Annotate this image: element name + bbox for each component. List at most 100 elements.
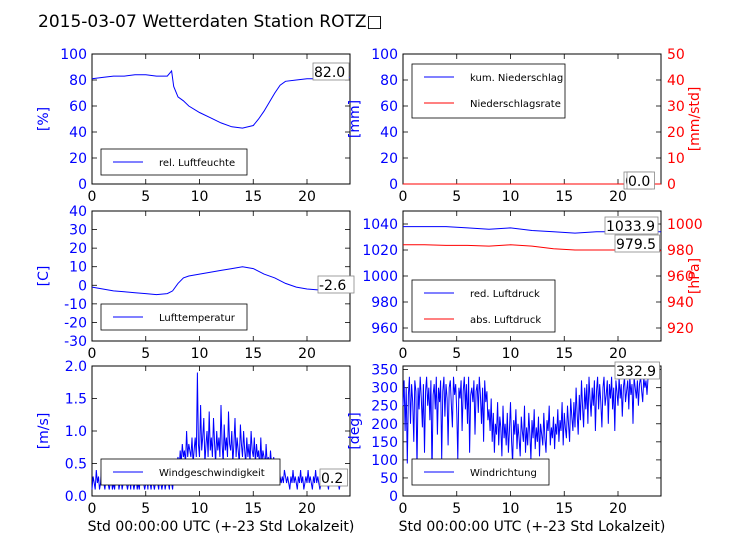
x-axis-label: Std 00:00:00 UTC (+-23 Std Lokalzeit) — [399, 519, 666, 535]
x-tick-label: 0 — [399, 501, 408, 517]
y-tick-label: 150 — [371, 435, 398, 451]
current-value: 0.0 — [628, 174, 650, 190]
x-tick-label: 10 — [502, 501, 520, 517]
y-tick-label: 40 — [69, 125, 87, 141]
legend: Windrichtung — [411, 458, 550, 486]
y2-tick-label: 40 — [667, 73, 685, 89]
current-value-box — [626, 171, 655, 190]
x-tick-label: 0 — [88, 501, 97, 517]
panel-humidity: 0 5 10 15 20 0 20 40 60 80 100 [%] rel. Luftfeuchte 8… — [36, 47, 351, 205]
x-tick-label: 0 — [88, 189, 97, 205]
y-tick-label: 60 — [69, 99, 87, 115]
x-tick-label: 5 — [141, 346, 150, 362]
y-tick-label: 250 — [371, 399, 398, 415]
y-tick-label: 20 — [69, 151, 87, 167]
y-tick-label: 0 — [78, 177, 87, 193]
y-tick-label: 300 — [371, 381, 398, 397]
y-tick-label: 20 — [380, 151, 398, 167]
legend-box — [100, 148, 248, 176]
current-value-box — [614, 361, 660, 380]
y-tick-label: 2.0 — [65, 359, 87, 375]
y-tick-label: 60 — [380, 99, 398, 115]
y2-tick-label: 0 — [667, 177, 676, 193]
y-axis-label: [deg] — [347, 412, 363, 449]
panel-pressure: 0 5 10 15 20 960 980 1000 1020 1040 920 940 960 980 10… — [362, 210, 703, 362]
y-tick-label: 1040 — [362, 217, 398, 233]
y-tick-label: 20 — [69, 241, 87, 257]
series-line-rel-luftfeuchte — [91, 69, 350, 129]
x-tick-label: 20 — [298, 501, 316, 517]
x-axis-label: Std 00:00:00 UTC (+-23 Std Lokalzeit) — [88, 519, 355, 535]
legend: kum. Niederschlag Niederschlagsrate — [411, 63, 566, 119]
x-tick-label: 5 — [141, 189, 150, 205]
y-tick-label: 0 — [389, 489, 398, 505]
legend-label: Windrichtung — [470, 468, 537, 479]
y-tick-label: 1000 — [362, 269, 398, 285]
y2-tick-label: 960 — [667, 269, 694, 285]
series-line-windrichtung — [402, 376, 649, 475]
y-tick-label: 1.5 — [65, 392, 87, 408]
x-tick-label: 5 — [452, 189, 461, 205]
y-tick-label: 0 — [389, 177, 398, 193]
y-tick-label: 0.0 — [65, 489, 87, 505]
y-tick-label: 0 — [78, 278, 87, 294]
y-axis-label: [C] — [36, 266, 52, 287]
legend-box — [411, 63, 566, 119]
legend-label: Lufttemperatur — [159, 313, 236, 324]
current-value: 332.9 — [616, 364, 656, 380]
current-value: -2.6 — [319, 278, 346, 294]
y-tick-label: 10 — [69, 260, 87, 276]
y-tick-label: 200 — [371, 417, 398, 433]
y-tick-label: 0.5 — [65, 457, 87, 473]
chart-title: 2015-03-07 Wetterdaten Station ROTZ□ — [38, 12, 383, 32]
y2-tick-label: 30 — [667, 99, 685, 115]
current-value-box — [312, 62, 350, 81]
legend-label: rel. Luftfeuchte — [159, 158, 235, 169]
y-tick-label: 80 — [380, 73, 398, 89]
y2-tick-label: 940 — [667, 295, 694, 311]
y-tick-label: 80 — [69, 73, 87, 89]
y-tick-label: 100 — [60, 47, 87, 63]
x-tick-label: 0 — [399, 189, 408, 205]
y-tick-label: 50 — [380, 471, 398, 487]
x-tick-label: 15 — [555, 346, 573, 362]
y2-tick-label: 10 — [667, 151, 685, 167]
legend-label: abs. Luftdruck — [470, 315, 541, 326]
legend: red. Luftdruck abs. Luftdruck — [411, 279, 556, 333]
y-tick-label: 1020 — [362, 243, 398, 259]
y-tick-label: 350 — [371, 363, 398, 379]
y-tick-label: 40 — [69, 204, 87, 220]
x-tick-label: 20 — [609, 346, 627, 362]
series-line-lufttemperatur — [91, 266, 350, 296]
x-tick-label: 10 — [191, 189, 209, 205]
legend-label: kum. Niederschlag — [470, 73, 563, 84]
x-tick-label: 5 — [141, 501, 150, 517]
panel-temperature: 0 5 10 15 20 -30 -20 -10 0 10 20 30 40 [C] Lufttempera… — [36, 204, 355, 362]
x-tick-label: 20 — [298, 189, 316, 205]
x-tick-label: 15 — [555, 189, 573, 205]
y-axis-label: [mm] — [347, 100, 363, 138]
y-tick-label: -20 — [64, 315, 87, 331]
current-value-box — [614, 234, 660, 253]
legend-label: Windgeschwindigkeit — [159, 468, 265, 479]
current-value: 1033.9 — [606, 219, 655, 235]
x-tick-label: 20 — [609, 501, 627, 517]
series-line-windgeschwindigkeit — [91, 372, 342, 490]
current-value-box — [317, 275, 355, 294]
legend-box — [411, 279, 556, 333]
x-tick-label: 20 — [609, 189, 627, 205]
x-tick-label: 15 — [244, 189, 262, 205]
y2-tick-label: 920 — [667, 321, 694, 337]
legend-label: Niederschlagsrate — [470, 99, 561, 110]
y-tick-label: -10 — [64, 297, 87, 313]
x-tick-label: 0 — [399, 346, 408, 362]
y-tick-label: 960 — [371, 321, 398, 337]
y2-tick-label: 20 — [667, 125, 685, 141]
x-tick-label: 5 — [452, 501, 461, 517]
current-value: 82.0 — [314, 65, 345, 81]
current-value-box — [604, 216, 659, 235]
